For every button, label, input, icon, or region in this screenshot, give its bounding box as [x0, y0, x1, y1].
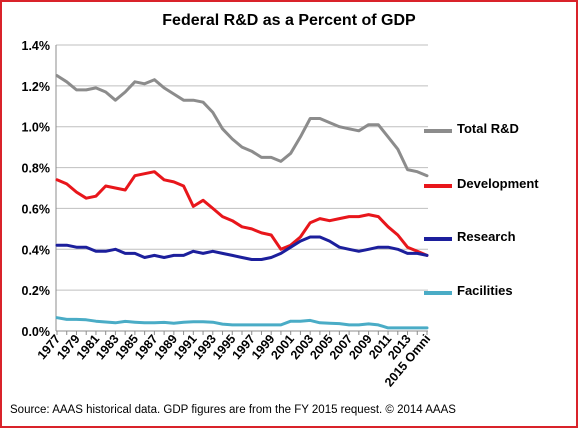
- y-tick-label: 0.6%: [22, 202, 51, 216]
- legend-label: Research: [457, 229, 516, 244]
- series-line-development: [55, 170, 429, 257]
- legend-label: Total R&D: [457, 121, 519, 136]
- y-tick-label: 1.0%: [22, 121, 51, 135]
- y-tick-label: 0.4%: [22, 243, 51, 257]
- legend-label: Development: [457, 176, 539, 191]
- y-tick-label: 0.0%: [22, 325, 51, 339]
- source-note: Source: AAAS historical data. GDP figure…: [10, 404, 456, 416]
- legend-label: Facilities: [457, 283, 513, 298]
- chart-title: Federal R&D as a Percent of GDP: [162, 12, 416, 29]
- legend-swatch: [424, 237, 452, 241]
- legend-swatch: [424, 129, 452, 133]
- y-tick-label: 1.2%: [22, 80, 51, 94]
- legend-swatch: [424, 184, 452, 188]
- series-line-research: [55, 235, 429, 261]
- series-line-facilities: [55, 316, 429, 330]
- y-tick-label: 1.4%: [22, 39, 51, 53]
- legend-swatch: [424, 291, 452, 295]
- y-tick-label: 0.2%: [22, 284, 51, 298]
- series-line-total-r-d: [55, 74, 429, 178]
- y-tick-label: 0.8%: [22, 162, 51, 176]
